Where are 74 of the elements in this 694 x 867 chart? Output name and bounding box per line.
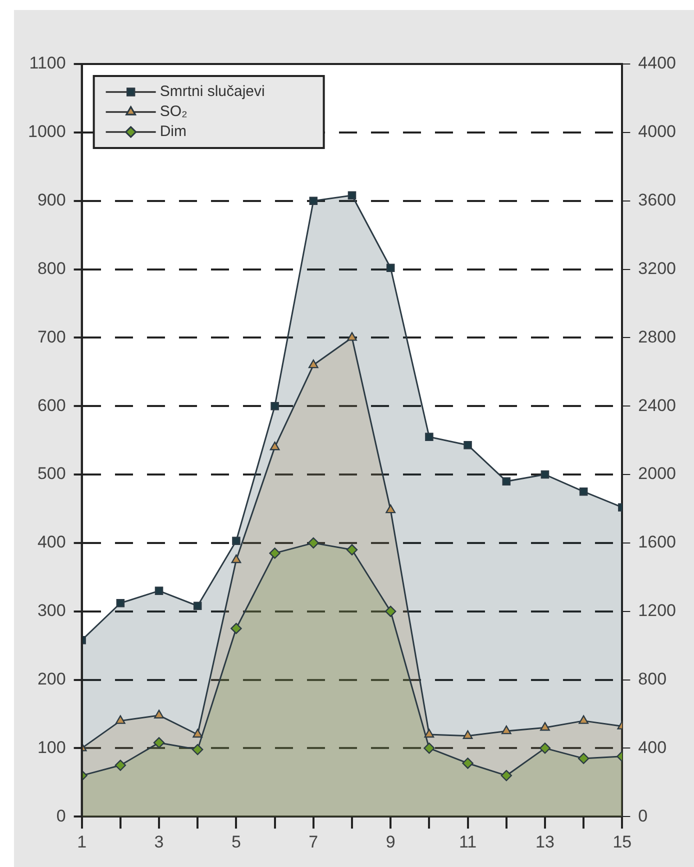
y-tick-label: 0 <box>56 806 66 826</box>
point <box>270 402 279 410</box>
y2-tick-label: 2400 <box>638 396 676 415</box>
x-tick-label: 7 <box>308 832 318 852</box>
y-tick-label: 800 <box>37 258 66 278</box>
y2-tick-label: 3200 <box>638 258 676 278</box>
point <box>502 477 511 486</box>
point <box>578 752 590 764</box>
point <box>578 715 589 724</box>
x-tick-label: 15 <box>612 832 632 852</box>
point <box>192 744 204 756</box>
y2-tick-label: 2000 <box>638 464 676 484</box>
point <box>539 742 551 754</box>
point <box>114 760 126 771</box>
y-tick-label: 500 <box>37 464 66 484</box>
point <box>386 504 396 514</box>
point <box>116 599 125 608</box>
y-tick-label: 200 <box>37 669 66 688</box>
point <box>464 440 472 450</box>
y-tick-label: 300 <box>37 601 66 620</box>
point <box>462 758 474 769</box>
point <box>231 554 242 564</box>
point <box>501 725 512 734</box>
point <box>193 602 202 610</box>
x-tick-label: 3 <box>154 832 164 852</box>
point <box>500 770 512 782</box>
point <box>154 710 164 718</box>
point <box>579 487 588 496</box>
y-tick-label: 1000 <box>28 122 66 142</box>
point <box>348 191 356 200</box>
y2-tick-label: 4400 <box>638 54 676 73</box>
point <box>269 548 280 559</box>
y2-tick-label: 2800 <box>638 327 676 346</box>
point <box>153 737 165 748</box>
point <box>540 470 550 479</box>
point <box>230 622 242 634</box>
point <box>540 722 550 731</box>
y-tick-label: 700 <box>37 327 66 346</box>
point <box>232 536 240 546</box>
y-tick-label: 900 <box>37 190 66 210</box>
legend-label: Dim <box>160 123 186 140</box>
y-tick-label: 600 <box>37 396 66 415</box>
point <box>309 196 318 205</box>
y2-tick-label: 400 <box>638 738 667 757</box>
legend-label: SO₂ <box>160 103 188 120</box>
y-tick-label: 100 <box>37 738 66 757</box>
point <box>347 332 357 341</box>
point <box>270 442 280 450</box>
y-tick-label: 400 <box>37 532 66 552</box>
x-tick-label: 5 <box>231 832 241 852</box>
x-tick-label: 1 <box>77 832 87 852</box>
point <box>425 432 434 442</box>
point <box>308 359 318 368</box>
point <box>462 730 473 739</box>
point <box>192 728 203 738</box>
x-tick-label: 13 <box>536 832 554 852</box>
point <box>424 728 434 738</box>
point <box>386 264 395 272</box>
y-tick-label: 1100 <box>29 54 66 73</box>
point <box>385 606 396 617</box>
y2-tick-label: 3600 <box>638 190 676 210</box>
y2-tick-label: 0 <box>638 806 648 826</box>
y2-tick-label: 1200 <box>638 601 676 620</box>
legend-label: Smrtni slučajevi <box>160 83 265 100</box>
point <box>346 544 358 556</box>
point <box>424 742 435 754</box>
y2-tick-label: 1600 <box>638 532 676 552</box>
point <box>115 715 126 724</box>
x-tick-label: 9 <box>386 832 396 852</box>
y2-tick-label: 4000 <box>638 122 676 142</box>
x-tick-label: 11 <box>458 832 477 852</box>
point <box>154 586 164 595</box>
point <box>308 537 319 549</box>
y2-tick-label: 800 <box>638 669 667 688</box>
